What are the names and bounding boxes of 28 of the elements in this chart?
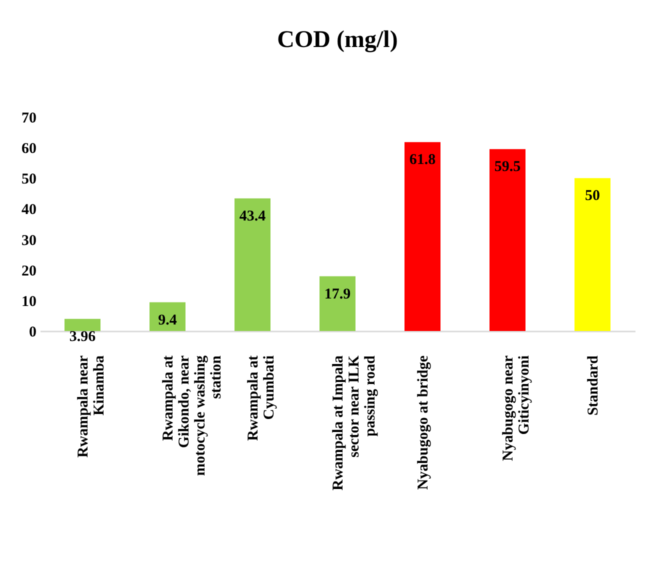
data-label: 3.96 bbox=[69, 328, 96, 345]
bar bbox=[234, 198, 270, 331]
y-tick-label: 50 bbox=[22, 172, 36, 188]
data-label: 9.4 bbox=[158, 312, 178, 328]
data-label: 43.4 bbox=[239, 208, 266, 224]
chart-title: COD (mg/l) bbox=[277, 27, 398, 53]
y-tick-label: 10 bbox=[22, 294, 36, 310]
data-label: 61.8 bbox=[409, 152, 436, 168]
y-tick-label: 60 bbox=[22, 141, 36, 158]
bar bbox=[574, 178, 610, 331]
bar bbox=[64, 318, 100, 331]
data-label: 59.5 bbox=[494, 159, 521, 176]
bar bbox=[404, 142, 440, 331]
y-tick-label: 20 bbox=[22, 263, 36, 280]
y-tick-label: 40 bbox=[22, 202, 36, 218]
x-tick-label: Nyabugogo at bridge bbox=[416, 355, 432, 490]
data-label: 50 bbox=[585, 188, 600, 204]
bar bbox=[320, 276, 356, 331]
data-label: 17.9 bbox=[324, 286, 351, 302]
x-tick-label: Rwampala at Gikondo, near motocycle washing station bbox=[160, 354, 224, 476]
y-tick-label: 30 bbox=[22, 232, 36, 249]
x-tick-label: Standard bbox=[586, 354, 602, 416]
y-tick-label: 0 bbox=[29, 324, 36, 340]
bar bbox=[490, 149, 526, 331]
x-tick-label: Nyabugogo near Giticyinyoni bbox=[500, 355, 532, 461]
x-tick-label: Rwampala near Kinamba bbox=[76, 355, 108, 458]
x-tick-label: Rwampala at Impala sector near ILK passing road bbox=[330, 354, 378, 491]
y-tick-label: 70 bbox=[22, 110, 36, 126]
